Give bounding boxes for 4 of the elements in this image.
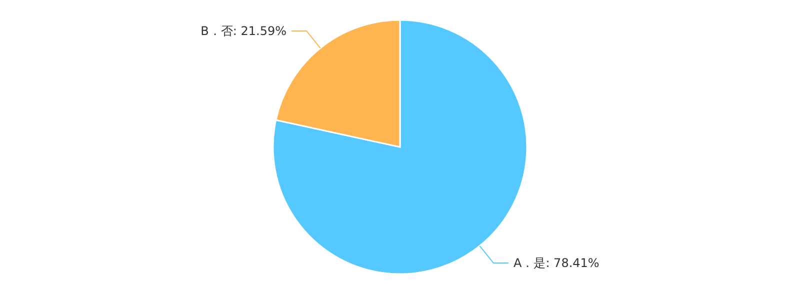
data-label: : 78.41% (546, 256, 600, 270)
data-label: : 21.59% (232, 24, 287, 38)
slice-label: A．是 (513, 256, 546, 270)
slice-label: B．否 (200, 24, 233, 38)
